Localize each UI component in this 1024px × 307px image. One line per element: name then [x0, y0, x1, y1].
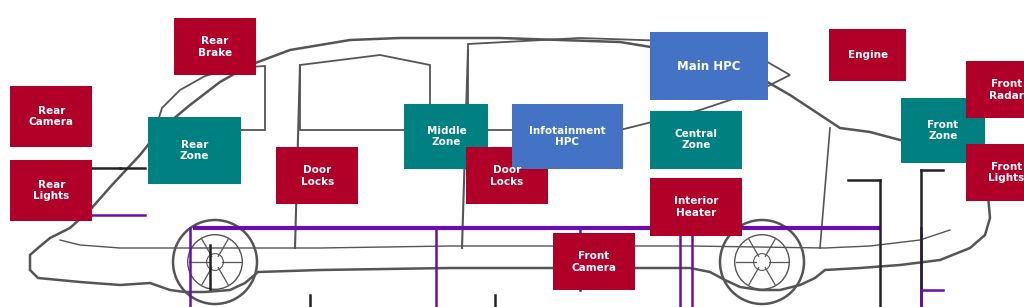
FancyBboxPatch shape: [553, 233, 635, 290]
FancyBboxPatch shape: [512, 104, 623, 169]
Text: Front
Zone: Front Zone: [928, 120, 958, 141]
Text: Rear
Camera: Rear Camera: [29, 106, 74, 127]
Text: Central
Zone: Central Zone: [675, 129, 718, 150]
FancyBboxPatch shape: [276, 147, 358, 204]
Text: Rear
Zone: Rear Zone: [180, 140, 209, 161]
FancyBboxPatch shape: [650, 32, 768, 100]
FancyBboxPatch shape: [650, 178, 742, 236]
Text: Interior
Heater: Interior Heater: [674, 196, 719, 218]
Text: Rear
Brake: Rear Brake: [198, 36, 232, 58]
Text: Door
Locks: Door Locks: [490, 165, 523, 187]
FancyBboxPatch shape: [466, 147, 548, 204]
FancyBboxPatch shape: [901, 98, 985, 163]
Text: Front
Camera: Front Camera: [571, 251, 616, 273]
FancyBboxPatch shape: [148, 117, 241, 184]
Text: Middle
Zone: Middle Zone: [427, 126, 466, 147]
Text: Main HPC: Main HPC: [677, 60, 741, 72]
Text: Front
Radar: Front Radar: [989, 79, 1024, 101]
FancyBboxPatch shape: [404, 104, 488, 169]
FancyBboxPatch shape: [966, 61, 1024, 118]
FancyBboxPatch shape: [174, 18, 256, 75]
Text: Front
Lights: Front Lights: [988, 162, 1024, 184]
FancyBboxPatch shape: [966, 144, 1024, 201]
Text: Engine: Engine: [848, 50, 888, 60]
Text: Infotainment
HPC: Infotainment HPC: [529, 126, 605, 147]
FancyBboxPatch shape: [10, 160, 92, 221]
Text: Door
Locks: Door Locks: [301, 165, 334, 187]
FancyBboxPatch shape: [650, 111, 742, 169]
Text: Rear
Lights: Rear Lights: [33, 180, 70, 201]
FancyBboxPatch shape: [829, 29, 906, 81]
FancyBboxPatch shape: [10, 86, 92, 147]
